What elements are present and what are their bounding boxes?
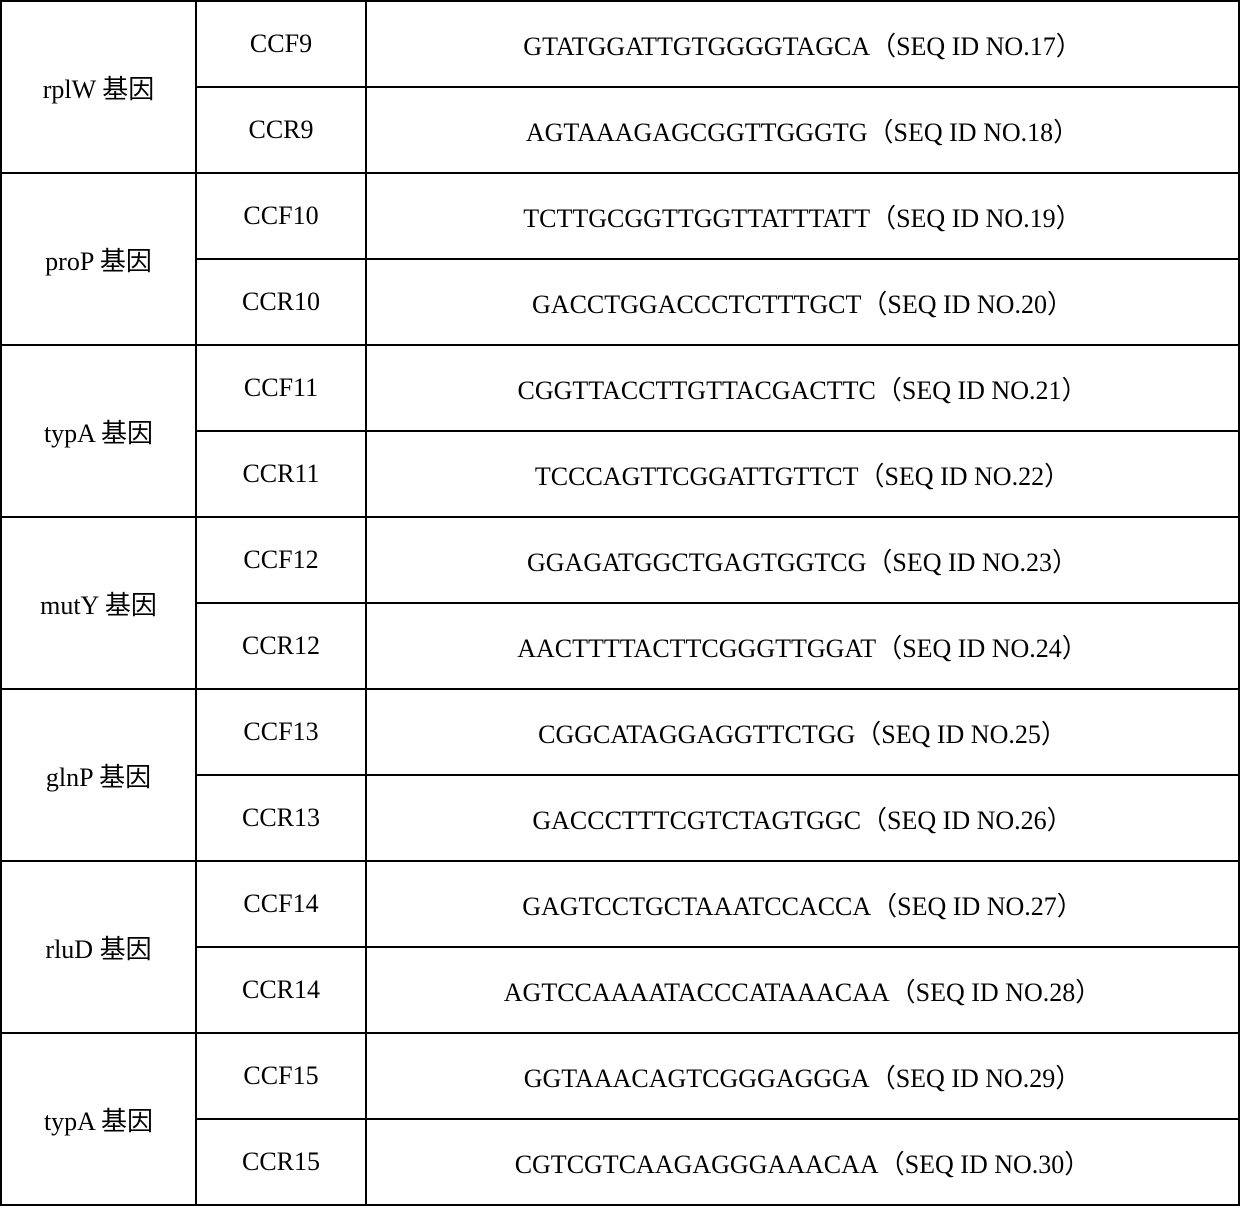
primer-id-cell: CCF10 bbox=[196, 173, 366, 259]
primer-table: rplW 基因CCF9GTATGGATTGTGGGGTAGCA（SEQ ID N… bbox=[0, 0, 1240, 1206]
sequence-cell: AGTAAAGAGCGGTTGGGTG（SEQ ID NO.18） bbox=[366, 87, 1239, 173]
gene-name-cell: glnP 基因 bbox=[1, 689, 196, 861]
sequence-cell: AACTTTTACTTCGGGTTGGAT（SEQ ID NO.24） bbox=[366, 603, 1239, 689]
primer-id-cell: CCR14 bbox=[196, 947, 366, 1033]
primer-id-cell: CCR11 bbox=[196, 431, 366, 517]
sequence-cell: CGGCATAGGAGGTTCTGG（SEQ ID NO.25） bbox=[366, 689, 1239, 775]
primer-id-cell: CCF9 bbox=[196, 1, 366, 87]
gene-name-cell: proP 基因 bbox=[1, 173, 196, 345]
primer-id-cell: CCF12 bbox=[196, 517, 366, 603]
gene-name-cell: typA 基因 bbox=[1, 345, 196, 517]
sequence-cell: GTATGGATTGTGGGGTAGCA（SEQ ID NO.17） bbox=[366, 1, 1239, 87]
primer-id-cell: CCR12 bbox=[196, 603, 366, 689]
sequence-cell: AGTCCAAAATACCCATAAACAA（SEQ ID NO.28） bbox=[366, 947, 1239, 1033]
table-row: proP 基因CCF10TCTTGCGGTTGGTTATTTATT（SEQ ID… bbox=[1, 173, 1239, 259]
sequence-cell: GGAGATGGCTGAGTGGTCG（SEQ ID NO.23） bbox=[366, 517, 1239, 603]
primer-table-container: rplW 基因CCF9GTATGGATTGTGGGGTAGCA（SEQ ID N… bbox=[0, 0, 1240, 1206]
primer-id-cell: CCF14 bbox=[196, 861, 366, 947]
sequence-cell: CGGTTACCTTGTTACGACTTC（SEQ ID NO.21） bbox=[366, 345, 1239, 431]
gene-name-cell: typA 基因 bbox=[1, 1033, 196, 1205]
table-row: typA 基因CCF15GGTAAACAGTCGGGAGGGA（SEQ ID N… bbox=[1, 1033, 1239, 1119]
sequence-cell: GACCTGGACCCTCTTTGCT（SEQ ID NO.20） bbox=[366, 259, 1239, 345]
gene-name-cell: rplW 基因 bbox=[1, 1, 196, 173]
gene-name-cell: mutY 基因 bbox=[1, 517, 196, 689]
primer-id-cell: CCR10 bbox=[196, 259, 366, 345]
sequence-cell: GACCCTTTCGTCTAGTGGC（SEQ ID NO.26） bbox=[366, 775, 1239, 861]
sequence-cell: GAGTCCTGCTAAATCCACCA（SEQ ID NO.27） bbox=[366, 861, 1239, 947]
primer-id-cell: CCF15 bbox=[196, 1033, 366, 1119]
table-row: rluD 基因CCF14GAGTCCTGCTAAATCCACCA（SEQ ID … bbox=[1, 861, 1239, 947]
table-row: typA 基因CCF11CGGTTACCTTGTTACGACTTC（SEQ ID… bbox=[1, 345, 1239, 431]
table-row: rplW 基因CCF9GTATGGATTGTGGGGTAGCA（SEQ ID N… bbox=[1, 1, 1239, 87]
primer-id-cell: CCF13 bbox=[196, 689, 366, 775]
primer-id-cell: CCF11 bbox=[196, 345, 366, 431]
sequence-cell: CGTCGTCAAGAGGGAAACAA（SEQ ID NO.30） bbox=[366, 1119, 1239, 1205]
sequence-cell: GGTAAACAGTCGGGAGGGA（SEQ ID NO.29） bbox=[366, 1033, 1239, 1119]
primer-id-cell: CCR15 bbox=[196, 1119, 366, 1205]
sequence-cell: TCTTGCGGTTGGTTATTTATT（SEQ ID NO.19） bbox=[366, 173, 1239, 259]
table-row: mutY 基因CCF12GGAGATGGCTGAGTGGTCG（SEQ ID N… bbox=[1, 517, 1239, 603]
gene-name-cell: rluD 基因 bbox=[1, 861, 196, 1033]
primer-id-cell: CCR9 bbox=[196, 87, 366, 173]
primer-id-cell: CCR13 bbox=[196, 775, 366, 861]
sequence-cell: TCCCAGTTCGGATTGTTCT（SEQ ID NO.22） bbox=[366, 431, 1239, 517]
table-row: glnP 基因CCF13CGGCATAGGAGGTTCTGG（SEQ ID NO… bbox=[1, 689, 1239, 775]
